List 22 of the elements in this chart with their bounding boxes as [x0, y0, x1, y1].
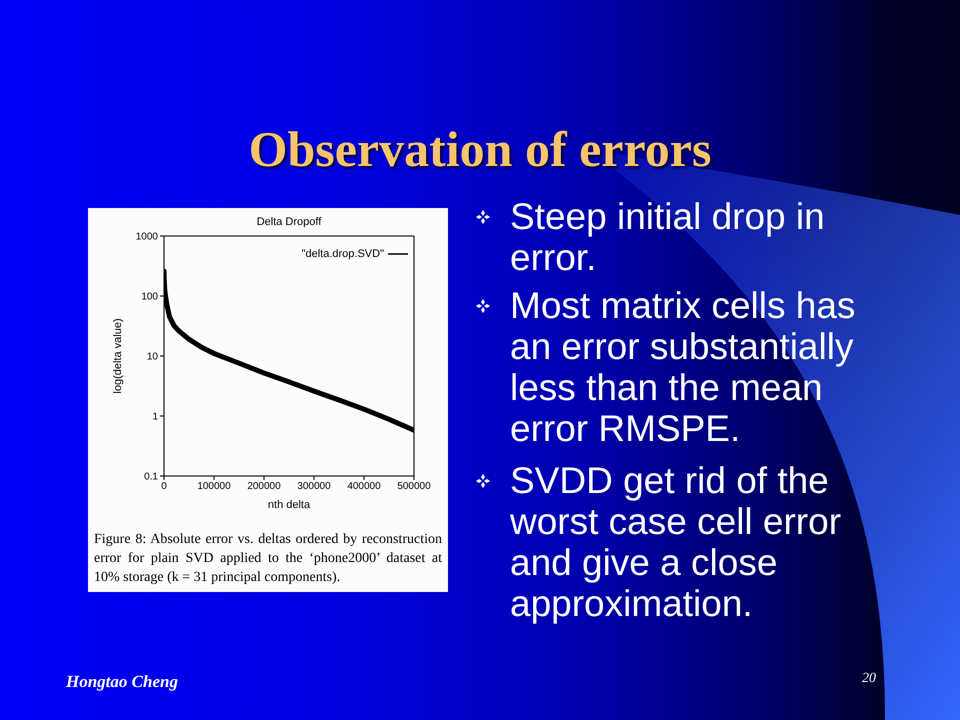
text: Hongtao Cheng	[66, 672, 178, 691]
text: 20	[862, 671, 876, 686]
x-tick-label: 100000	[197, 481, 232, 492]
caption: Figure 8: Absolute error vs. deltas ordered by reconstruction error for plain SVD applied to the ‘phone2000’ dataset at 10% storage (k = 31 principal components).	[94, 532, 442, 585]
x-tick-label: 200000	[247, 481, 282, 492]
text: SVDD get rid of the worst case cell error and give a close approximation.	[510, 460, 842, 624]
text: Most matrix cells has an error substantially less than the mean error RMSPE.	[510, 285, 856, 449]
chart-title: Observation of errors	[248, 121, 712, 177]
y-tick-label: 100	[141, 292, 158, 303]
x-tick-label: 400000	[347, 481, 382, 492]
chart-subtitle: Delta Dropoff	[256, 216, 322, 228]
x-tick-label: 0	[161, 481, 168, 492]
y-tick-label: 10	[146, 352, 158, 363]
legend-label: "delta.drop.SVD"	[302, 248, 384, 260]
y-tick-label: 1	[152, 412, 158, 423]
x-tick-label: 300000	[297, 481, 332, 492]
y-tick-label: 0.1	[144, 472, 158, 483]
y-tick-label: 1000	[136, 232, 158, 243]
text: Steep initial drop in error.	[510, 196, 825, 278]
x-tick-label: 500000	[397, 481, 432, 492]
x-axis-title: nth delta	[268, 499, 311, 511]
y-axis-title: log(delta value)	[112, 318, 124, 394]
